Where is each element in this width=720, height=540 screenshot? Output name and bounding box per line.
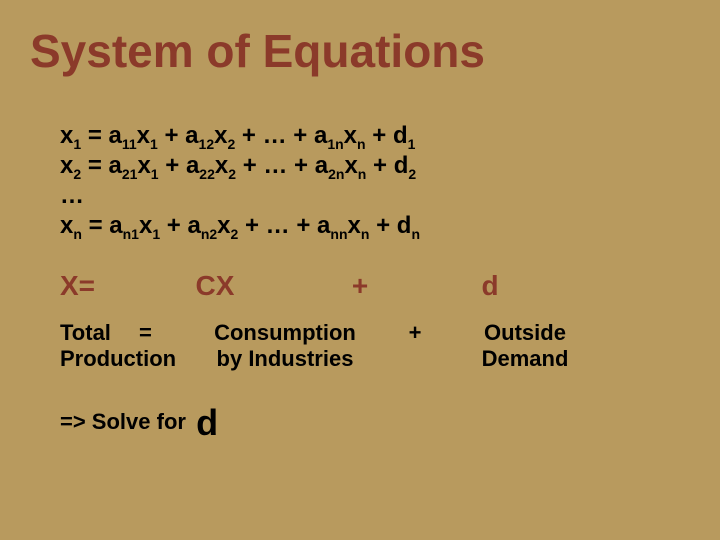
eq-text: x: [215, 152, 228, 179]
eq-sub: 1: [152, 226, 160, 242]
eq-text: x: [60, 212, 73, 239]
desc-text: Outside: [484, 320, 566, 345]
equation-line-ellipsis: …: [60, 182, 680, 210]
eq-sub: 2n: [328, 166, 344, 182]
eq-sub: 2: [73, 166, 81, 182]
desc-equals: =: [117, 320, 176, 345]
eq-sub: n1: [123, 226, 139, 242]
eq-sub: 21: [122, 166, 138, 182]
desc-consumption: Consumption by Industries: [190, 320, 380, 372]
eq-sub: n: [357, 136, 366, 152]
eq-text: = a: [82, 212, 123, 239]
eq-text: = a: [81, 122, 122, 149]
eq-sub: 1n: [327, 136, 343, 152]
eq-text: x: [217, 212, 230, 239]
slide-title: System of Equations: [30, 24, 485, 78]
desc-text: Total: [60, 320, 111, 345]
eq-sub: n: [411, 226, 420, 242]
matrix-d: d: [420, 270, 560, 302]
slide-body: x1 = a11x1 + a12x2 + … + a1nxn + d1 x2 =…: [60, 120, 680, 444]
desc-outside-demand: Outside Demand: [450, 320, 600, 372]
eq-sub: 2: [408, 166, 416, 182]
equation-line-1: x1 = a11x1 + a12x2 + … + a1nxn + d1: [60, 122, 680, 150]
eq-sub: n2: [201, 226, 217, 242]
desc-total-production: Total = Production: [60, 320, 190, 372]
eq-sub: nn: [330, 226, 347, 242]
equation-line-n: xn = an1x1 + an2x2 + … + annxn + dn: [60, 212, 680, 240]
eq-text: x: [344, 122, 357, 149]
equation-line-2: x2 = a21x1 + a22x2 + … + a2nxn + d2: [60, 152, 680, 180]
matrix-plus: +: [300, 270, 420, 302]
eq-sub: 22: [199, 166, 215, 182]
eq-text: + d: [366, 152, 408, 179]
desc-text: Consumption: [214, 320, 356, 345]
matrix-equation: X= CX + d: [60, 270, 680, 302]
eq-sub: 1: [150, 136, 158, 152]
desc-plus: +: [380, 320, 450, 346]
eq-text: x: [60, 152, 73, 179]
eq-text: x: [344, 152, 357, 179]
eq-sub: 2: [228, 166, 236, 182]
matrix-cx: CX: [130, 270, 300, 302]
desc-text: by Industries: [217, 346, 354, 371]
eq-sub: 11: [122, 136, 137, 152]
desc-text: Production: [60, 346, 176, 371]
eq-sub: 12: [199, 136, 215, 152]
eq-text: x: [139, 212, 152, 239]
eq-text: + a: [159, 152, 200, 179]
eq-text: x: [137, 152, 150, 179]
eq-text: + … + a: [238, 212, 330, 239]
eq-text: = a: [81, 152, 122, 179]
solve-text: => Solve for: [60, 409, 192, 434]
eq-sub: 1: [151, 166, 159, 182]
eq-sub: n: [73, 226, 82, 242]
desc-text: Demand: [482, 346, 569, 371]
solve-variable: d: [192, 402, 218, 443]
eq-text: + … + a: [236, 152, 328, 179]
solve-for-row: => Solve for d: [60, 402, 680, 444]
eq-text: + … + a: [235, 122, 327, 149]
eq-text: + a: [160, 212, 201, 239]
eq-text: x: [348, 212, 361, 239]
eq-text: x: [137, 122, 150, 149]
matrix-x: X=: [60, 270, 130, 302]
eq-text: + d: [369, 212, 411, 239]
description-row: Total = Production Consumption by Indust…: [60, 320, 680, 372]
eq-sub: 1: [408, 136, 416, 152]
eq-sub: 1: [73, 136, 81, 152]
eq-text: + d: [366, 122, 408, 149]
eq-text: + a: [158, 122, 199, 149]
eq-text: x: [60, 122, 73, 149]
desc-text: +: [409, 320, 422, 345]
eq-text: x: [214, 122, 227, 149]
